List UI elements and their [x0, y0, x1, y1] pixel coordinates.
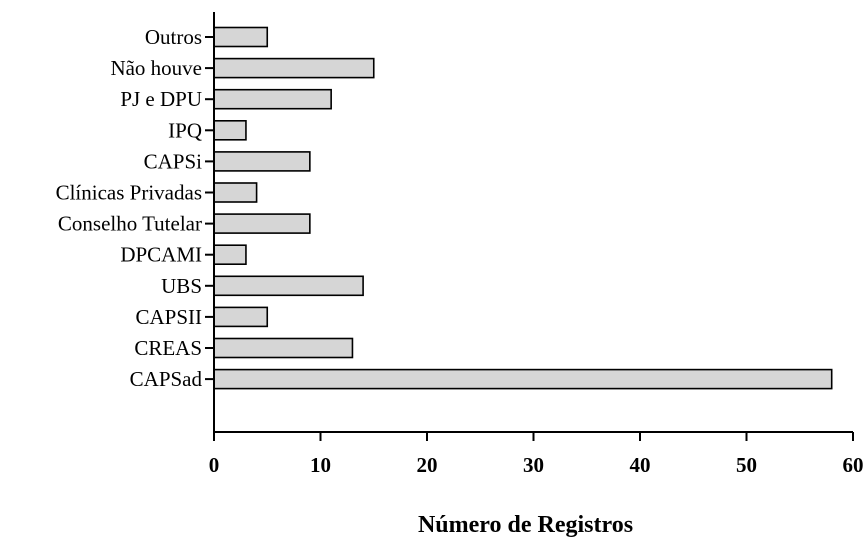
bar-dpcami: [213, 244, 247, 265]
bar-creas: [213, 337, 354, 359]
x-tick-label-50: 50: [736, 453, 757, 477]
category-labels: Outros Não houve PJ e DPU IPQ CAPSi Clínicas …: [56, 25, 203, 391]
bar-capsi: [213, 151, 311, 172]
category-label-capsi: CAPSi: [144, 149, 203, 173]
category-label-clinicas-privadas: Clínicas Privadas: [56, 181, 202, 205]
y-axis-ticks: [205, 36, 214, 381]
bar-capsad: [213, 368, 833, 390]
bar-clinicas-privadas: [213, 182, 258, 203]
category-label-outros: Outros: [145, 25, 202, 49]
x-axis-title: Número de Registros: [418, 512, 633, 538]
category-label-dpcami: DPCAMI: [120, 243, 202, 267]
x-tick-label-10: 10: [310, 453, 331, 477]
bar-ipq: [213, 120, 247, 141]
category-label-conselho-tutelar: Conselho Tutelar: [58, 212, 202, 236]
bar-pj-e-dpu: [213, 88, 332, 110]
bar-nao-houve: [213, 57, 375, 79]
x-tick-label-20: 20: [417, 453, 438, 477]
category-label-capsad: CAPSad: [130, 367, 203, 391]
x-tick-label-0: 0: [209, 453, 220, 477]
bar-conselho-tutelar: [213, 213, 311, 234]
bar-capsii: [213, 306, 269, 328]
category-label-creas: CREAS: [134, 336, 202, 360]
category-label-capsii: CAPSII: [135, 305, 202, 329]
category-label-pj-e-dpu: PJ e DPU: [120, 87, 202, 111]
bar-outros: [213, 26, 269, 48]
category-label-ipq: IPQ: [168, 118, 202, 142]
category-label-nao-houve: Não houve: [110, 56, 202, 80]
x-tick-label-40: 40: [630, 453, 651, 477]
bars-group: [213, 26, 833, 390]
bar-ubs: [213, 275, 364, 297]
x-tick-label-30: 30: [523, 453, 544, 477]
category-label-ubs: UBS: [161, 274, 202, 298]
x-tick-label-60: 60: [843, 453, 864, 477]
x-axis-ticks: 0 10 20 30 40 50 60: [209, 432, 864, 477]
